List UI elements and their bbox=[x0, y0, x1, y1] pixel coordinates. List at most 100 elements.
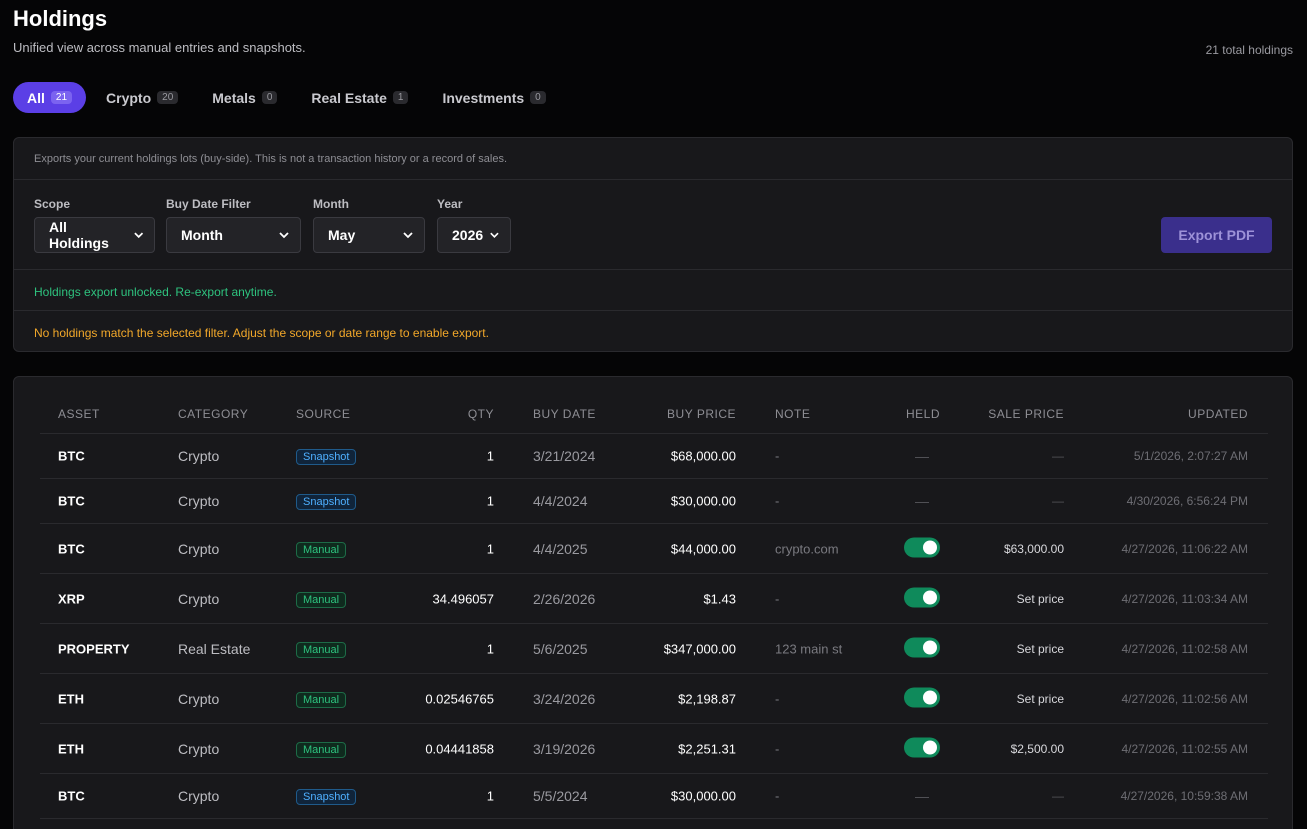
asset-cell: BTC bbox=[58, 788, 85, 804]
qty-cell: 1 bbox=[486, 641, 494, 656]
source-cell: Manual bbox=[296, 640, 347, 658]
chevron-down-icon bbox=[279, 232, 289, 239]
source-cell: Manual bbox=[296, 690, 347, 708]
tab-metals[interactable]: Metals 0 bbox=[198, 82, 291, 113]
note-cell: 123 main st bbox=[775, 641, 843, 656]
buy-price-cell: $347,000.00 bbox=[663, 641, 736, 656]
tab-count-badge: 0 bbox=[261, 91, 278, 104]
table-row[interactable]: BTC Crypto Snapshot 1 5/5/2024 $30,000.00 - — — 4… bbox=[40, 774, 1268, 819]
page-title: Holdings bbox=[13, 6, 108, 31]
held-empty: — bbox=[915, 448, 929, 464]
table-row[interactable]: ETH Crypto Manual 0.04441858 3/19/2026 $2,251… bbox=[40, 724, 1268, 774]
sale-price-cell[interactable]: Set price bbox=[1016, 641, 1064, 656]
buy-price-cell: $30,000.00 bbox=[670, 788, 736, 804]
th-buy-date[interactable]: BUY DATE bbox=[533, 407, 596, 421]
updated-cell: 5/1/2026, 2:07:27 AM bbox=[1133, 449, 1248, 463]
updated-cell: 4/30/2026, 6:56:24 PM bbox=[1126, 494, 1248, 508]
asset-cell: ETH bbox=[58, 691, 84, 706]
table-row[interactable]: BTC Crypto Snapshot 1 3/21/2024 $68,000.00 - — —… bbox=[40, 434, 1268, 479]
buy-date-filter-value: Month bbox=[181, 227, 223, 243]
held-toggle[interactable] bbox=[904, 687, 940, 707]
th-held[interactable]: HELD bbox=[906, 407, 941, 421]
asset-cell: BTC bbox=[58, 448, 85, 464]
note-cell: - bbox=[775, 788, 780, 804]
th-qty[interactable]: QTY bbox=[467, 407, 494, 421]
held-empty: — bbox=[915, 788, 929, 804]
table-row[interactable]: BTC Crypto Manual 1 4/4/2025 $44,000.00 crypto… bbox=[40, 524, 1268, 574]
qty-cell: 1 bbox=[486, 448, 494, 464]
buy-price-cell: $44,000.00 bbox=[670, 541, 736, 556]
table-row[interactable]: PROPERTY Real Estate Manual 1 5/6/2025 $347,0… bbox=[40, 624, 1268, 674]
category-tabs: All 21 Crypto 20 Metals 0 Real Estate 1 … bbox=[13, 82, 566, 113]
chevron-down-icon bbox=[490, 232, 499, 238]
source-badge: Manual bbox=[296, 691, 347, 708]
divider bbox=[14, 269, 1292, 270]
sale-price-cell[interactable]: Set price bbox=[1016, 591, 1064, 606]
table-header: ASSET CATEGORY SOURCE QTY BUY DATE BUY P… bbox=[40, 405, 1268, 434]
tab-crypto[interactable]: Crypto 20 bbox=[92, 82, 192, 113]
held-toggle[interactable] bbox=[904, 587, 940, 607]
th-asset[interactable]: ASSET bbox=[58, 407, 100, 421]
tab-count-badge: 1 bbox=[392, 91, 409, 104]
held-toggle[interactable] bbox=[904, 537, 940, 557]
divider bbox=[14, 310, 1292, 311]
qty-cell: 1 bbox=[486, 541, 494, 556]
held-empty: — bbox=[915, 493, 929, 509]
table-row[interactable]: BTC Crypto Snapshot 1 4/4/2024 $30,000.00 - — — 4… bbox=[40, 479, 1268, 524]
source-badge: Manual bbox=[296, 591, 347, 608]
held-cell bbox=[904, 537, 940, 560]
tab-real-estate[interactable]: Real Estate 1 bbox=[297, 82, 422, 113]
note-cell: - bbox=[775, 741, 780, 756]
th-updated[interactable]: UPDATED bbox=[1188, 407, 1248, 421]
chevron-down-icon bbox=[403, 232, 413, 239]
sale-price-cell: — bbox=[1052, 449, 1064, 463]
year-label: Year bbox=[437, 197, 463, 211]
updated-cell: 4/27/2026, 11:02:56 AM bbox=[1121, 691, 1248, 706]
held-cell bbox=[904, 587, 940, 610]
sale-price-cell: — bbox=[1052, 789, 1064, 803]
sale-price-cell[interactable]: Set price bbox=[1016, 691, 1064, 706]
buy-date-cell: 5/6/2025 bbox=[533, 640, 588, 657]
th-buy-price[interactable]: BUY PRICE bbox=[667, 407, 736, 421]
updated-cell: 4/27/2026, 10:59:38 AM bbox=[1120, 789, 1248, 803]
holdings-table: ASSET CATEGORY SOURCE QTY BUY DATE BUY P… bbox=[13, 376, 1293, 829]
category-cell: Crypto bbox=[178, 788, 220, 804]
table-row[interactable]: XRP Crypto Manual 34.496057 2/26/2026 $1.43 - S… bbox=[40, 574, 1268, 624]
category-cell: Crypto bbox=[178, 540, 220, 557]
note-cell: - bbox=[775, 448, 780, 464]
th-source[interactable]: SOURCE bbox=[296, 407, 351, 421]
th-note[interactable]: NOTE bbox=[775, 407, 811, 421]
export-pdf-button[interactable]: Export PDF bbox=[1161, 217, 1272, 253]
held-toggle[interactable] bbox=[904, 637, 940, 657]
source-badge: Manual bbox=[296, 741, 347, 758]
export-status-warning: No holdings match the selected filter. A… bbox=[34, 326, 489, 340]
total-holdings-count: 21 total holdings bbox=[1205, 43, 1293, 57]
year-select[interactable]: 2026 bbox=[437, 217, 511, 253]
sale-price-cell: — bbox=[1052, 494, 1064, 508]
th-sale-price[interactable]: SALE PRICE bbox=[988, 407, 1064, 421]
scope-select[interactable]: All Holdings bbox=[34, 217, 155, 253]
note-cell: - bbox=[775, 493, 780, 509]
asset-cell: PROPERTY bbox=[58, 641, 130, 656]
month-select[interactable]: May bbox=[313, 217, 425, 253]
note-cell: crypto.com bbox=[775, 541, 839, 556]
category-cell: Crypto bbox=[178, 493, 220, 509]
tab-investments[interactable]: Investments 0 bbox=[428, 82, 559, 113]
scope-value: All Holdings bbox=[49, 219, 109, 251]
tab-all[interactable]: All 21 bbox=[13, 82, 87, 113]
updated-cell: 4/27/2026, 11:02:58 AM bbox=[1121, 641, 1248, 656]
held-toggle[interactable] bbox=[904, 737, 940, 757]
source-cell: Manual bbox=[296, 540, 347, 558]
buy-date-cell: 4/4/2024 bbox=[533, 493, 588, 509]
source-badge: Snapshot bbox=[296, 494, 357, 510]
table-row[interactable]: ETH Crypto Manual 0.02546765 3/24/2026 $2,198… bbox=[40, 674, 1268, 724]
category-cell: Crypto bbox=[178, 690, 220, 707]
buy-date-filter-select[interactable]: Month bbox=[166, 217, 301, 253]
tab-label: All bbox=[27, 89, 45, 106]
th-category[interactable]: CATEGORY bbox=[178, 407, 249, 421]
tab-label: Metals bbox=[212, 89, 256, 106]
month-label: Month bbox=[313, 197, 349, 211]
tab-count-badge: 0 bbox=[530, 91, 546, 104]
held-cell: — bbox=[904, 788, 929, 804]
asset-cell: ETH bbox=[58, 741, 84, 756]
